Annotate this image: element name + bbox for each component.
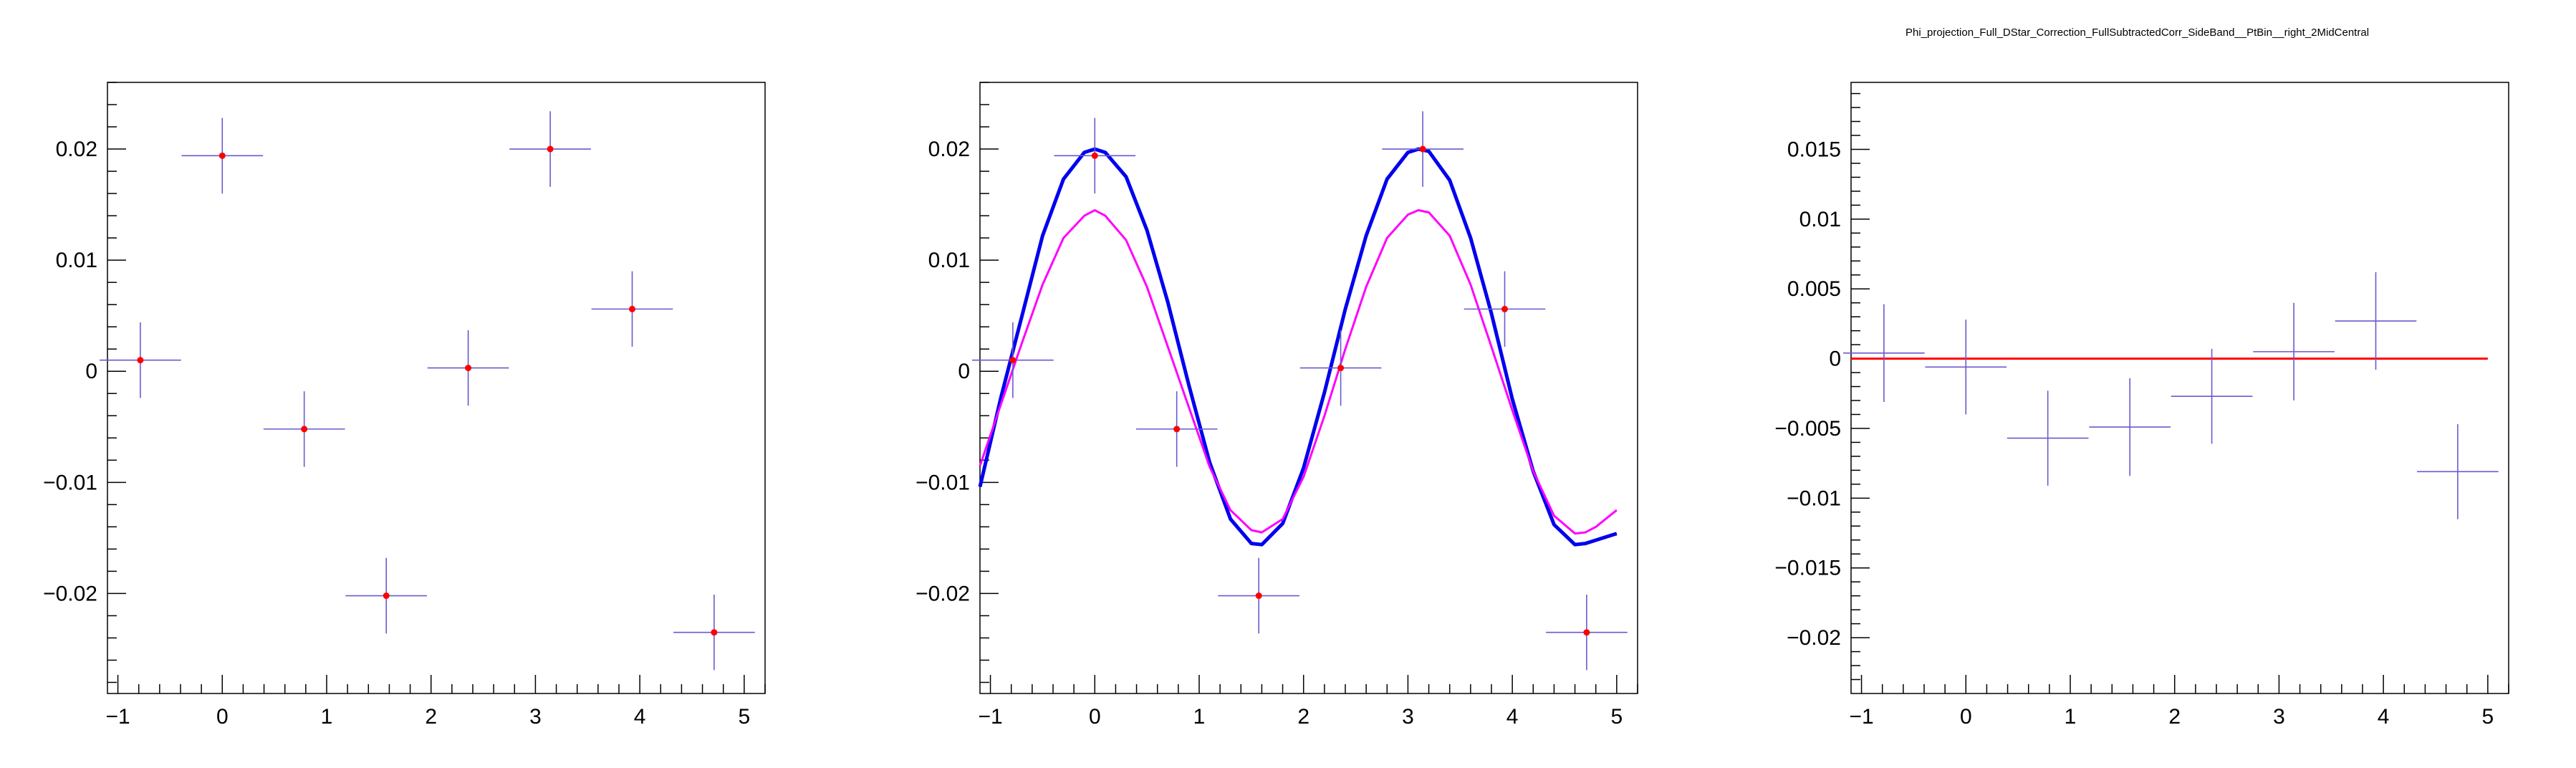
plot-frame bbox=[1850, 82, 2509, 694]
y-tick-label: 0.015 bbox=[1787, 138, 1841, 161]
plot-frame bbox=[107, 82, 766, 694]
y-tick-label: 0.01 bbox=[928, 249, 970, 272]
data-point bbox=[1173, 426, 1181, 433]
data-point bbox=[1583, 629, 1590, 636]
chart-panel-2: −1 0 1 2 3 4 5 −0.02 −0.01 0 0.01 0.02 bbox=[915, 82, 1638, 729]
data-point bbox=[1009, 357, 1017, 364]
data-point bbox=[547, 145, 554, 153]
y-tick-label: −0.01 bbox=[43, 471, 97, 494]
y-tick-label: −0.01 bbox=[1787, 486, 1841, 510]
y-tick-label: 0 bbox=[85, 360, 97, 383]
x-tick-label: 4 bbox=[2378, 705, 2390, 729]
x-tick-label: 2 bbox=[1297, 705, 1309, 729]
y-tick-label: 0 bbox=[1829, 347, 1841, 371]
data-point bbox=[1091, 152, 1098, 159]
x-tick-label: 0 bbox=[1089, 705, 1101, 729]
x-tick-label: 5 bbox=[739, 705, 751, 729]
x-tick-label: 3 bbox=[529, 705, 542, 729]
x-tick-label: 5 bbox=[1611, 705, 1623, 729]
data-point bbox=[465, 365, 472, 372]
data-point bbox=[218, 152, 226, 159]
data-point bbox=[629, 305, 636, 312]
y-tick-label: −0.015 bbox=[1774, 557, 1841, 580]
x-tick-label: 2 bbox=[425, 705, 437, 729]
data-point bbox=[383, 592, 390, 600]
total-fit-curve bbox=[978, 147, 1618, 547]
data-point bbox=[137, 357, 144, 364]
data-point bbox=[1501, 305, 1509, 312]
y-tick-label: −0.02 bbox=[1787, 626, 1841, 650]
x-tick-label: 0 bbox=[1960, 705, 1972, 729]
y-tick-label: −0.01 bbox=[915, 471, 970, 494]
data-point bbox=[301, 426, 308, 433]
y-tick-label: 0.02 bbox=[928, 138, 970, 161]
x-tick-label: 1 bbox=[1193, 705, 1206, 729]
y-tick-label: 0.01 bbox=[1799, 208, 1841, 231]
x-tick-label: 4 bbox=[634, 705, 646, 729]
x-tick-label: −1 bbox=[105, 705, 130, 729]
chart-panel-1: −1 0 1 2 3 4 5 −0.02 −0.01 0 0.01 0.02 bbox=[43, 82, 766, 729]
x-tick-label: 1 bbox=[2065, 705, 2077, 729]
x-tick-label: 3 bbox=[1402, 705, 1414, 729]
x-tick-label: −1 bbox=[978, 705, 1002, 729]
data-point bbox=[711, 629, 718, 636]
data-point bbox=[1255, 592, 1262, 600]
data-point bbox=[1419, 145, 1426, 153]
y-tick-label: 0.005 bbox=[1787, 277, 1841, 301]
chart-panels: −1 0 1 2 3 4 5 −0.02 −0.01 0 0.01 0.02 −1 0 1 2 3 4 5 −0.02… bbox=[43, 82, 2509, 729]
y-tick-label: −0.005 bbox=[1774, 417, 1841, 441]
page-title: Phi_projection_Full_DStar_Correction_Ful… bbox=[1905, 27, 2369, 39]
x-tick-label: 1 bbox=[321, 705, 333, 729]
x-tick-label: 3 bbox=[2273, 705, 2285, 729]
chart-panel-3: −1 0 1 2 3 4 5 −0.02 −0.015 −0.01 −0.005 0 0.005 0.01… bbox=[1774, 82, 2509, 729]
data-point bbox=[1337, 365, 1345, 372]
x-tick-label: 0 bbox=[216, 705, 229, 729]
y-tick-label: −0.02 bbox=[915, 582, 970, 605]
x-tick-label: 4 bbox=[1506, 705, 1519, 729]
x-tick-label: 2 bbox=[2168, 705, 2181, 729]
y-tick-label: −0.02 bbox=[43, 582, 97, 605]
x-tick-label: 5 bbox=[2482, 705, 2494, 729]
y-tick-label: 0.01 bbox=[56, 249, 97, 272]
component-fit-curve bbox=[979, 208, 1618, 535]
x-tick-label: −1 bbox=[1849, 705, 1873, 729]
y-tick-label: 0 bbox=[958, 360, 970, 383]
plot-frame bbox=[979, 82, 1638, 694]
y-tick-label: 0.02 bbox=[56, 138, 97, 161]
